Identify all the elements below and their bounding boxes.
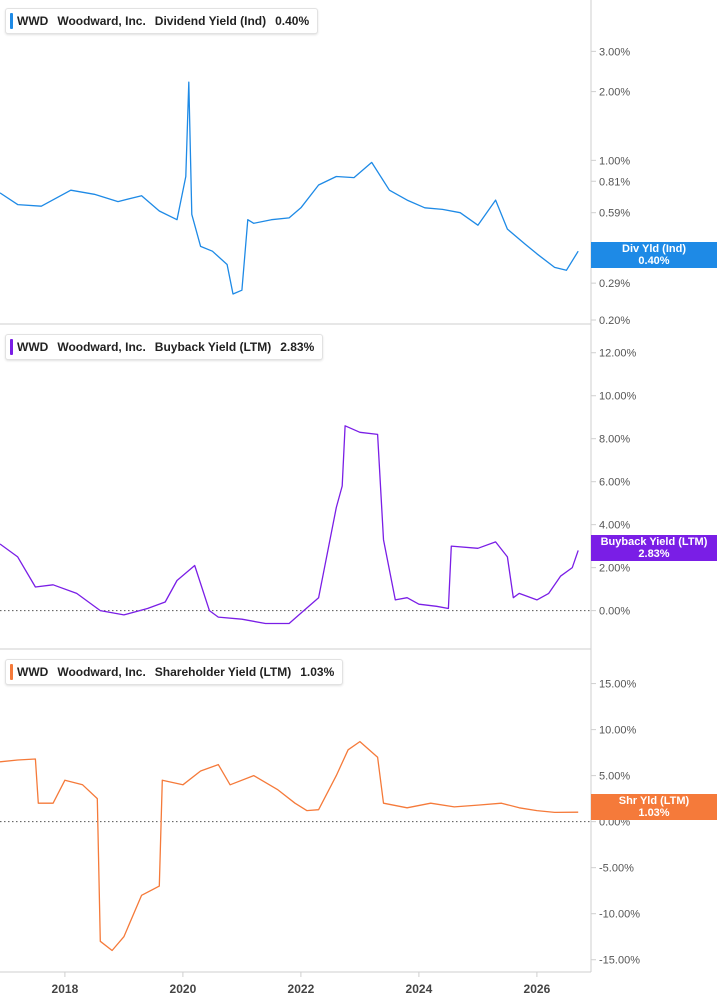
x-tick-label: 2022 — [288, 982, 315, 996]
tag-dividend-yield: Div Yld (Ind) 0.40% — [591, 242, 717, 268]
legend-shareholder-yield: WWD Woodward, Inc. Shareholder Yield (LT… — [5, 659, 344, 685]
legend-company: Woodward, Inc. — [57, 665, 146, 679]
legend-swatch-buyback — [10, 339, 13, 355]
y-tick-label: 3.00% — [599, 46, 630, 58]
legend-ticker: WWD — [17, 665, 49, 679]
y-tick-label: 0.20% — [599, 315, 630, 327]
y-tick-label: 15.00% — [599, 679, 637, 691]
legend-value: 1.03% — [300, 665, 335, 679]
y-tick-label: 10.00% — [599, 391, 637, 403]
series-line — [0, 425, 579, 625]
tag-label: Div Yld (Ind) — [622, 243, 686, 255]
legend-ticker: WWD — [17, 340, 49, 354]
tag-label: Shr Yld (LTM) — [618, 795, 690, 807]
y-tick-label: 0.81% — [599, 176, 630, 188]
y-tick-label: -15.00% — [599, 955, 640, 967]
legend-company: Woodward, Inc. — [57, 340, 146, 354]
y-tick-label: -5.00% — [599, 863, 634, 875]
y-tick-label: 0.29% — [599, 278, 630, 290]
y-tick-label: 2.00% — [599, 87, 630, 99]
legend-metric: Shareholder Yield (LTM) — [154, 665, 292, 679]
legend-company: Woodward, Inc. — [57, 14, 146, 28]
legend-value: 2.83% — [280, 340, 315, 354]
y-tick-label: 0.00% — [599, 606, 630, 618]
y-tick-label: 4.00% — [599, 520, 630, 532]
y-tick-label: 12.00% — [599, 348, 637, 360]
legend-metric: Dividend Yield (Ind) — [154, 14, 267, 28]
legend-ticker: WWD — [17, 14, 49, 28]
legend-swatch-dividend — [10, 13, 13, 29]
legend-buyback-yield: WWD Woodward, Inc. Buyback Yield (LTM) 2… — [5, 334, 324, 360]
tag-buyback-yield: Buyback Yield (LTM) 2.83% — [591, 535, 717, 561]
legend-metric: Buyback Yield (LTM) — [154, 340, 272, 354]
y-tick-label: 6.00% — [599, 477, 630, 489]
legend-dividend-yield: WWD Woodward, Inc. Dividend Yield (Ind) … — [5, 8, 319, 34]
y-tick-label: 5.00% — [599, 771, 630, 783]
tag-shareholder-yield: Shr Yld (LTM) 1.03% — [591, 794, 717, 820]
y-tick-label: 1.00% — [599, 155, 630, 167]
legend-value: 0.40% — [275, 14, 310, 28]
tag-label: Buyback Yield (LTM) — [600, 536, 708, 548]
x-tick-label: 2026 — [524, 982, 551, 996]
x-tick-label: 2024 — [406, 982, 433, 996]
series-line — [0, 81, 579, 295]
y-tick-label: 2.00% — [599, 563, 630, 575]
y-tick-label: 10.00% — [599, 725, 637, 737]
tag-value: 0.40% — [638, 255, 670, 267]
y-tick-label: 0.59% — [599, 208, 630, 220]
series-line — [0, 740, 579, 952]
tag-value: 1.03% — [638, 807, 670, 819]
x-tick-label: 2020 — [170, 982, 197, 996]
y-tick-label: 8.00% — [599, 434, 630, 446]
x-tick-label: 2018 — [52, 982, 79, 996]
legend-swatch-shareholder — [10, 664, 13, 680]
y-tick-label: -10.00% — [599, 909, 640, 921]
tag-value: 2.83% — [638, 548, 670, 560]
